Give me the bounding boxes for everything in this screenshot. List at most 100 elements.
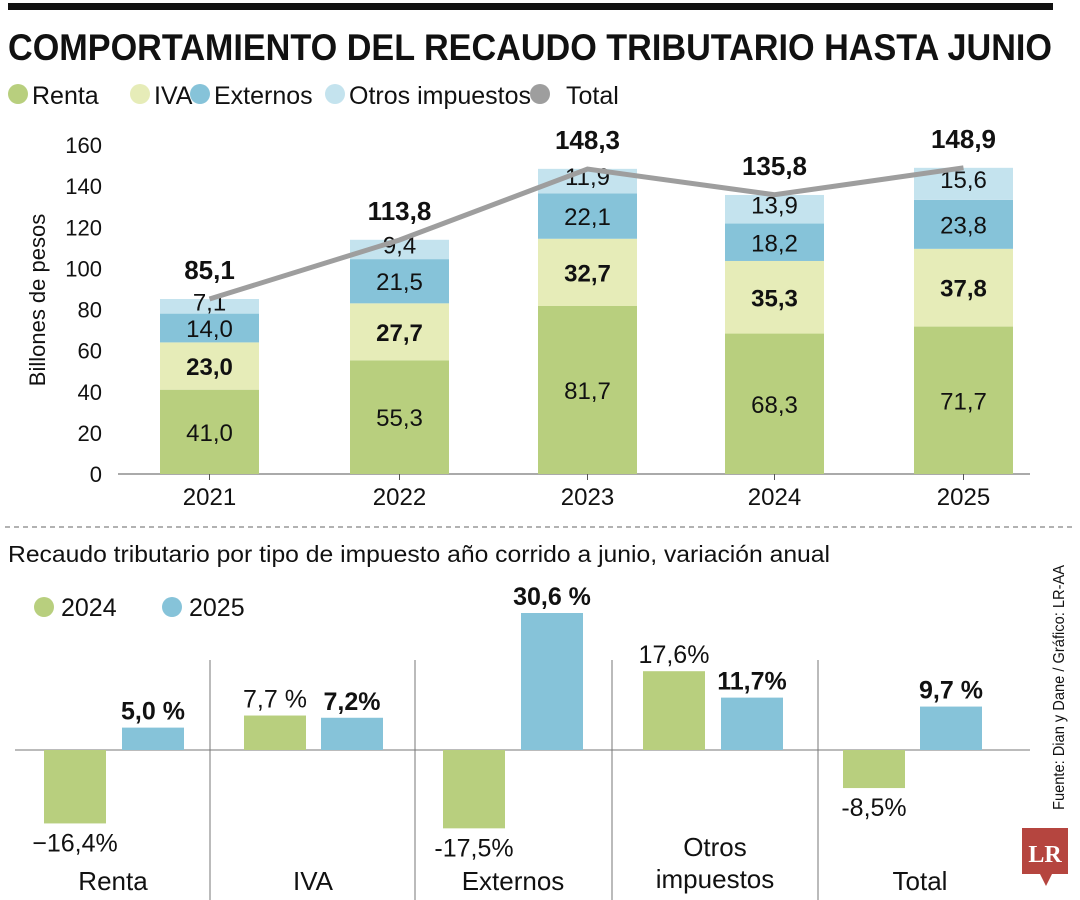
legend-label: Total [566, 82, 619, 110]
bar-segment-iva [160, 342, 259, 390]
stacked-bar-chart: 0 20 40 60 80 100 120 140 160 Billones de pesos 20… [25, 124, 1030, 511]
legend-label: IVA [154, 82, 193, 110]
bar-segment-iva [538, 238, 637, 307]
legend-label: Renta [32, 82, 99, 110]
legend-swatch-4 [530, 84, 550, 104]
category-label: IVA [293, 866, 334, 896]
y-tick-label: 60 [78, 339, 102, 364]
y-tick-label: 100 [65, 256, 102, 281]
data-label: 71,7 [940, 388, 987, 415]
data-label: 68,3 [751, 392, 798, 419]
bar-2024 [244, 715, 306, 750]
total-label: 148,9 [931, 124, 996, 154]
bar-segment-externos [538, 193, 637, 239]
data-label: 37,8 [940, 276, 987, 303]
y-tick-label: 0 [90, 462, 102, 487]
legend-label: 2025 [189, 594, 245, 622]
lr-logo: LR [1022, 828, 1068, 886]
data-label: 41,0 [186, 420, 233, 447]
data-label: 7,7 % [243, 686, 307, 714]
bar-2024 [843, 750, 905, 789]
bar-segment-renta [914, 326, 1013, 474]
x-tick-label: 2024 [748, 484, 801, 511]
legend-variation: 2024 2025 [34, 594, 245, 622]
bar-segment-otros-impuestos [160, 299, 259, 314]
bar-2024 [643, 671, 705, 750]
bar-segment-iva [725, 260, 824, 334]
source-note: Fuente: Dian y Dane / Gráfico: LR-AA [1051, 565, 1068, 810]
data-label: 27,7 [376, 320, 423, 347]
legend-swatch-0 [34, 597, 54, 617]
data-label: 23,0 [186, 354, 233, 381]
data-label: 18,2 [751, 230, 798, 257]
data-label: 14,0 [186, 316, 233, 343]
data-label: 32,7 [564, 260, 611, 287]
data-label: −16,4% [32, 829, 118, 857]
bar-segment-iva [350, 303, 449, 361]
category-label: Otros [683, 832, 747, 862]
y-tick-label: 20 [78, 421, 102, 446]
y-axis-label: Billones de pesos [25, 214, 50, 386]
bar-segment-renta [538, 306, 637, 474]
category-label: Total [893, 866, 948, 896]
y-tick-label: 80 [78, 298, 102, 323]
data-label: 11,7% [717, 668, 787, 696]
bar-segment-externos [725, 223, 824, 261]
bar-2024 [443, 750, 505, 829]
y-tick-label: 160 [65, 133, 102, 158]
bar-2025 [122, 727, 184, 750]
bar-segment-renta [160, 389, 259, 474]
bar-2025 [321, 717, 383, 750]
bar-segment-renta [725, 333, 824, 474]
bar-segment-otros-impuestos [350, 239, 449, 260]
y-tick-label: 40 [78, 380, 102, 405]
data-label: -8,5% [841, 794, 906, 822]
legend-swatch-1 [130, 84, 150, 104]
data-label: 17,6% [639, 641, 710, 669]
bar-2025 [521, 613, 583, 750]
svg-text:LR: LR [1028, 842, 1062, 868]
category-label: Externos [462, 866, 565, 896]
data-label: 7,2% [324, 688, 381, 716]
category-label: impuestos [656, 864, 775, 894]
y-tick-label: 140 [65, 174, 102, 199]
legend-label: 2024 [61, 594, 117, 622]
total-label: 148,3 [555, 125, 620, 155]
total-label: 113,8 [368, 196, 432, 226]
legend-swatch-2 [190, 84, 210, 104]
bar-segment-renta [350, 360, 449, 474]
bar-segment-externos [350, 259, 449, 304]
data-label: 9,7 % [919, 677, 983, 705]
y-tick-label: 120 [65, 215, 102, 240]
variation-chart-title: Recaudo tributario por tipo de impuesto … [8, 541, 830, 567]
data-label: 35,3 [751, 285, 798, 312]
bar-2024 [44, 750, 106, 824]
bar-segment-externos [914, 199, 1013, 249]
data-label: 23,8 [940, 212, 987, 239]
bar-segment-iva [914, 248, 1013, 327]
bar-segment-externos [160, 313, 259, 343]
x-tick-label: 2025 [937, 484, 990, 511]
bar-2025 [721, 697, 783, 750]
legend-swatch-0 [8, 84, 28, 104]
chart-title: COMPORTAMIENTO DEL RECAUDO TRIBUTARIO HA… [8, 27, 1052, 68]
data-label: 21,5 [376, 269, 423, 296]
x-tick-label: 2021 [183, 484, 236, 511]
data-label: -17,5% [434, 834, 513, 862]
legend-swatch-1 [162, 597, 182, 617]
data-label: 5,0 % [121, 698, 185, 726]
legend-top: Renta IVA Externos Otros impuestos Total [8, 82, 619, 110]
legend-swatch-3 [325, 84, 345, 104]
data-label: 81,7 [564, 378, 611, 405]
variation-bar-chart: −16,4% 5,0 % Renta 7,7 % 7,2% IVA -17,5% 30,6 %… [15, 583, 1030, 900]
x-tick-label: 2023 [561, 484, 614, 511]
bar-segment-otros-impuestos [725, 194, 824, 224]
data-label: 22,1 [564, 204, 611, 231]
legend-label: Externos [214, 82, 313, 110]
top-rule [8, 3, 1053, 10]
total-label: 85,1 [184, 255, 235, 285]
total-label: 135,8 [742, 151, 807, 181]
category-label: Renta [78, 866, 148, 896]
x-tick-label: 2022 [373, 484, 426, 511]
